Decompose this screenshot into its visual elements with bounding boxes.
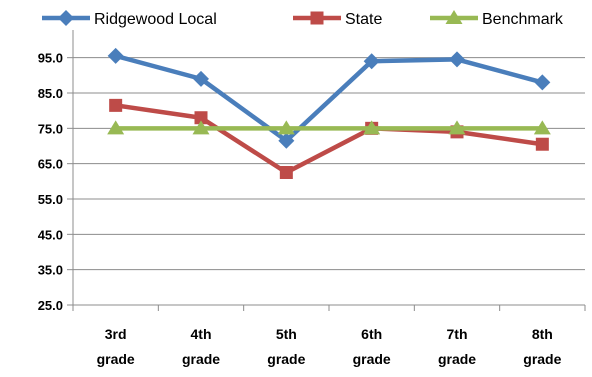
data-point <box>363 53 380 70</box>
y-tick-label: 95.0 <box>38 51 63 66</box>
y-tick-label: 35.0 <box>38 263 63 278</box>
gridlines <box>67 57 585 306</box>
legend-label: State <box>345 11 382 28</box>
legend-swatch-marker <box>58 10 74 26</box>
x-axis-ticks: 3rd grade 4th grade 5th grade 6th grade 7th grade… <box>97 326 562 367</box>
legend-item: Ridgewood Local <box>42 10 217 28</box>
x-tick-label: grade <box>97 351 135 367</box>
y-tick-label: 75.0 <box>38 121 63 136</box>
x-tick-label: grade <box>438 351 476 367</box>
series-group <box>107 47 551 179</box>
y-axis-ticks: 25.0 35.0 45.0 55.0 65.0 75.0 85.0 95.0 <box>38 51 63 313</box>
legend-label: Ridgewood Local <box>94 11 217 28</box>
y-tick-label: 85.0 <box>38 86 63 101</box>
series-line <box>115 103 543 175</box>
data-point <box>279 166 293 179</box>
data-point <box>449 51 465 68</box>
data-point <box>534 74 551 91</box>
data-point <box>109 98 123 112</box>
legend-item: State <box>293 11 382 28</box>
series-state <box>109 98 549 179</box>
y-tick-label: 55.0 <box>38 192 63 207</box>
data-point <box>107 47 124 64</box>
y-tick-label: 45.0 <box>38 227 63 242</box>
data-point <box>278 132 295 149</box>
y-tick-label: 65.0 <box>38 157 63 172</box>
x-tick-label: 3rd <box>105 326 127 342</box>
axes <box>72 30 586 311</box>
data-point <box>363 120 381 135</box>
data-point <box>192 120 210 135</box>
legend: Ridgewood Local State Benchmark <box>42 10 564 28</box>
series-benchmark <box>107 120 551 135</box>
legend-swatch-marker <box>310 11 324 25</box>
data-point <box>194 111 208 125</box>
data-point <box>535 137 549 151</box>
x-tick-label: 4th <box>191 326 212 342</box>
data-point <box>193 70 209 87</box>
x-tick-label: 6th <box>361 326 382 342</box>
data-point <box>107 120 125 135</box>
series-ridgewood-local <box>107 47 551 149</box>
data-point <box>448 120 466 135</box>
legend-label: Benchmark <box>482 11 564 28</box>
x-tick-label: grade <box>267 351 305 367</box>
series-line <box>115 53 543 143</box>
legend-swatch-marker <box>445 10 463 24</box>
x-tick-label: grade <box>182 351 220 367</box>
x-tick-label: 8th <box>532 326 553 342</box>
x-tick-label: 7th <box>447 326 468 342</box>
data-point <box>277 120 295 135</box>
y-tick-label: 25.0 <box>38 298 63 313</box>
x-tick-label: 5th <box>276 326 297 342</box>
legend-item: Benchmark <box>430 10 564 28</box>
data-point <box>533 120 551 135</box>
x-tick-label: grade <box>353 351 391 367</box>
x-tick-label: grade <box>523 351 561 367</box>
